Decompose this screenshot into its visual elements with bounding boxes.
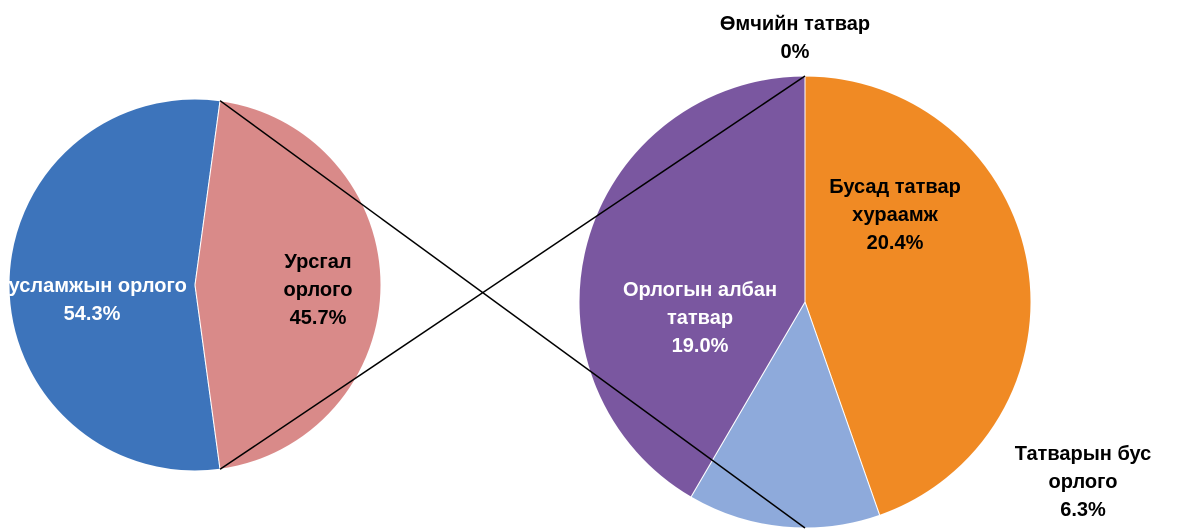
label-line: 0% bbox=[780, 41, 810, 63]
data-label: Урсгал орлого 45.7% bbox=[253, 248, 383, 332]
label-line: Урсгал орлого bbox=[283, 251, 353, 301]
label-line: 20.4% bbox=[866, 232, 924, 254]
label-line: Тусламжын орлого bbox=[0, 275, 187, 297]
label-line: Өмчийн татвар bbox=[719, 13, 871, 35]
connector-line bbox=[219, 100, 806, 529]
label-line: 6.3% bbox=[1060, 499, 1106, 521]
pie-slice bbox=[578, 75, 806, 498]
data-label: Бусад татвар хураамж 20.4% bbox=[800, 173, 990, 257]
data-label: Өмчийн татвар 0% bbox=[685, 10, 905, 66]
label-line: 19.0% bbox=[671, 335, 729, 357]
data-label: Тусламжын орлого 54.3% bbox=[0, 272, 187, 328]
data-label: Татварын бус орлого 6.3% bbox=[988, 440, 1178, 524]
label-line: Бусад татвар хураамж bbox=[829, 176, 961, 226]
connector-line bbox=[219, 75, 806, 470]
label-line: Татварын бус орлого bbox=[1014, 443, 1152, 493]
label-line: 54.3% bbox=[63, 303, 121, 325]
pie-slice bbox=[690, 300, 881, 529]
pie-slice bbox=[8, 98, 221, 472]
data-label: Орлогын албан татвар 19.0% bbox=[590, 276, 810, 360]
label-line: Орлогын албан татвар bbox=[622, 279, 778, 329]
label-line: 45.7% bbox=[289, 307, 347, 329]
pie-slice bbox=[804, 75, 1032, 516]
pie-slice bbox=[194, 100, 382, 470]
